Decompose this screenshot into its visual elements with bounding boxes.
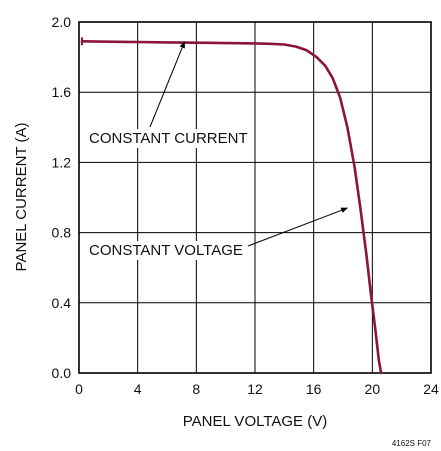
annotation-label-bg: [87, 129, 250, 148]
annotation-label: CONSTANT CURRENT: [89, 130, 248, 147]
x-tick-label: 8: [192, 381, 200, 397]
y-tick-label: 1.2: [52, 154, 72, 170]
y-tick-label: 1.6: [52, 84, 72, 100]
y-tick-label: 2.0: [52, 14, 72, 30]
annotation-label-bg: [87, 241, 245, 260]
annotation-arrow: [247, 207, 349, 247]
tick-labels: 0 4 8 12 16 20 24 0.0 0.4 0.8 1.2 1.6 2.0: [52, 14, 439, 397]
x-tick-label: 16: [306, 381, 322, 397]
x-tick-label: 12: [247, 381, 263, 397]
annotation-arrow: [149, 41, 186, 128]
x-tick-label: 20: [365, 381, 381, 397]
annotations: CONSTANT CURRENT CONSTANT VOLTAGE: [87, 41, 349, 260]
y-tick-label: 0.8: [52, 225, 72, 241]
y-tick-label: 0.0: [52, 365, 72, 381]
iv-curve-line: [80, 39, 383, 375]
series-layer: [80, 37, 383, 375]
x-tick-label: 0: [75, 381, 83, 397]
figure-id: 4162S F07: [392, 439, 432, 448]
x-tick-label: 24: [423, 381, 439, 397]
annotation-label: CONSTANT VOLTAGE: [89, 242, 243, 259]
x-tick-label: 4: [134, 381, 142, 397]
x-axis-title: PANEL VOLTAGE (V): [183, 413, 327, 430]
y-tick-label: 0.4: [52, 295, 72, 311]
y-axis-title: PANEL CURRENT (A): [13, 123, 30, 272]
